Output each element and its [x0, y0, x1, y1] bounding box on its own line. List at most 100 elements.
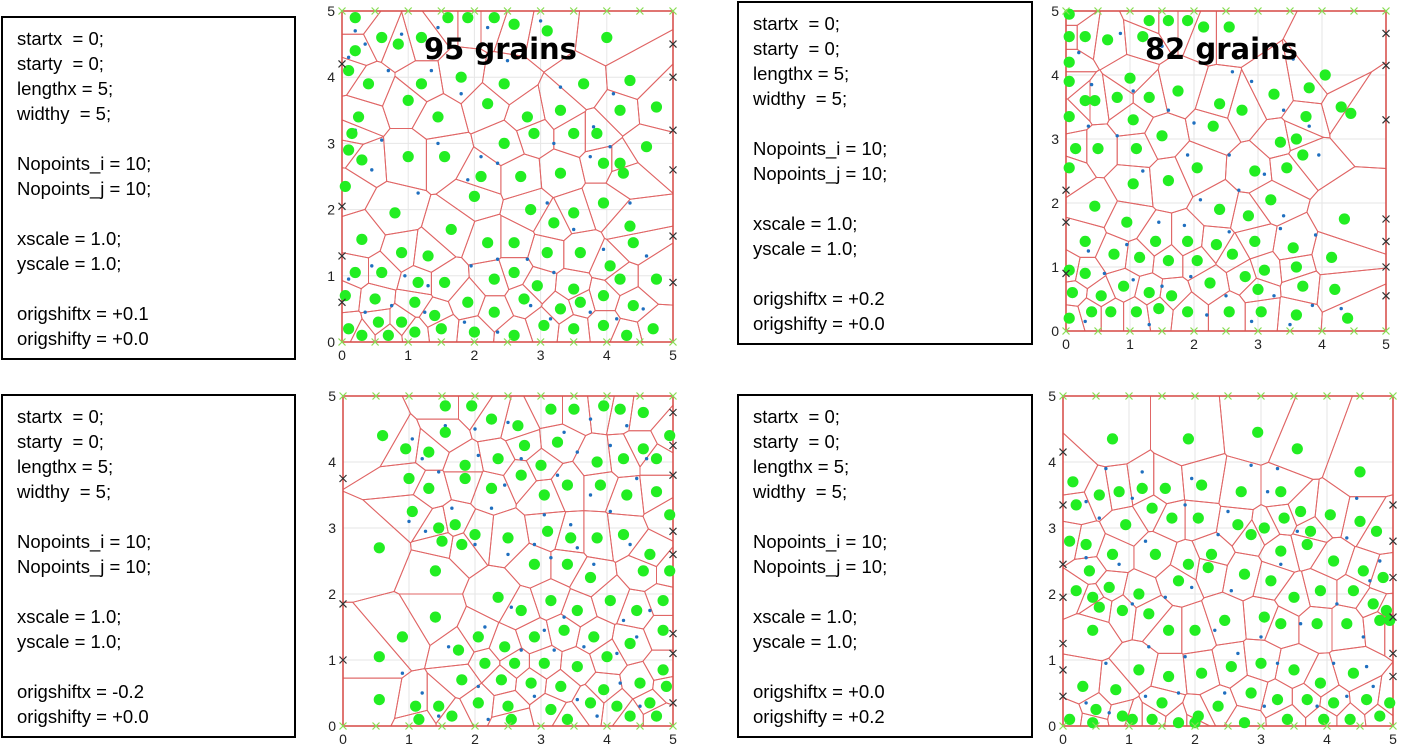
boundary-marker — [1257, 392, 1265, 400]
grain-point — [588, 631, 600, 643]
seed-point — [549, 556, 553, 560]
boundary-marker — [471, 722, 479, 730]
grain-point — [521, 111, 533, 123]
param-line: Nopoints_i = 10; — [753, 531, 888, 552]
grain-cell — [578, 145, 613, 184]
param-line: lengthx = 5; — [753, 456, 850, 477]
grain-point — [1210, 239, 1222, 251]
grain-point — [1319, 69, 1331, 81]
x-tick-label: 5 — [1382, 336, 1390, 352]
grain-point — [568, 127, 580, 140]
grain-cell — [1153, 452, 1186, 505]
boundary-marker — [1059, 392, 1067, 400]
x-tick-label: 4 — [1318, 336, 1326, 352]
grain-point — [442, 12, 454, 24]
grain-point — [561, 558, 574, 570]
seed-point — [1291, 57, 1295, 61]
grain-point — [597, 197, 610, 209]
seed-point — [1115, 134, 1119, 138]
grain-point — [1090, 703, 1102, 716]
grain-point — [412, 276, 424, 289]
seed-point — [1226, 509, 1230, 514]
seed-point — [416, 191, 420, 195]
grain-point — [392, 38, 404, 50]
y-tick-label: 3 — [1048, 520, 1056, 536]
grain-point — [1153, 303, 1165, 315]
grain-point — [1214, 203, 1226, 215]
boundary-marker — [1062, 7, 1070, 15]
boundary-marker — [1158, 392, 1166, 400]
boundary-marker — [1092, 722, 1100, 730]
grain-point — [650, 101, 663, 113]
boundary-marker — [570, 722, 578, 730]
param-line: Nopoints_i = 10; — [17, 531, 152, 552]
grain-point — [1290, 309, 1302, 321]
x-tick-label: 2 — [471, 731, 479, 747]
seed-point — [1227, 153, 1231, 157]
grain-point — [1242, 210, 1254, 222]
grain-point — [657, 624, 669, 636]
boundary-marker — [437, 7, 446, 15]
grain-point — [1304, 525, 1317, 537]
boundary-marker — [669, 73, 677, 82]
grain-point — [439, 400, 451, 412]
grain-point — [598, 400, 610, 412]
grain-point — [1380, 604, 1392, 617]
boundary-marker — [1382, 215, 1390, 223]
grain-point — [1172, 717, 1185, 729]
seed-point — [1130, 602, 1135, 606]
seed-point — [548, 317, 553, 321]
seed-point — [1140, 470, 1144, 474]
boundary-marker — [602, 338, 611, 346]
boundary-marker — [371, 7, 380, 15]
grain-point — [373, 542, 385, 554]
boundary-marker — [1382, 291, 1390, 300]
grain-point — [1116, 710, 1128, 722]
seed-point — [483, 625, 487, 629]
seed-point — [1229, 589, 1234, 593]
grain-point — [402, 94, 414, 106]
y-tick-label: 0 — [327, 334, 335, 350]
param-line: Nopoints_j = 10; — [17, 178, 152, 199]
grain-point — [1357, 565, 1369, 577]
grain-point — [1103, 581, 1115, 594]
boundary-marker — [1382, 115, 1390, 124]
grain-point — [525, 204, 537, 216]
grain-point — [617, 529, 630, 541]
seed-point — [506, 552, 510, 557]
x-tick-label: 3 — [1254, 336, 1262, 352]
param-line: lengthx = 5; — [753, 63, 850, 84]
boundary-marker — [338, 7, 346, 15]
grain-cell — [1287, 478, 1320, 527]
param-line: xscale = 1.0; — [17, 606, 122, 627]
seed-point — [1275, 466, 1280, 471]
param-line: starty = 0; — [753, 431, 840, 452]
grain-point — [452, 644, 465, 656]
x-tick-label: 1 — [1126, 336, 1134, 352]
seed-point — [437, 714, 441, 718]
grain-cell — [1062, 431, 1099, 496]
seed-point — [1198, 47, 1203, 52]
boundary-marker — [1382, 237, 1390, 246]
grain-point — [571, 661, 583, 673]
grain-point — [479, 657, 491, 669]
x-tick-label: 5 — [669, 731, 677, 747]
grain-point — [604, 260, 616, 272]
seed-point — [1084, 701, 1088, 705]
grain-cell — [1314, 476, 1351, 539]
grain-point — [433, 522, 445, 534]
seed-point — [407, 519, 411, 524]
grain-point — [1275, 545, 1287, 557]
grain-point — [456, 538, 468, 551]
boundary-marker — [470, 338, 479, 346]
grain-point — [631, 604, 643, 617]
grain-point — [1093, 601, 1105, 613]
grain-point — [1095, 290, 1107, 302]
seed-point — [380, 138, 384, 142]
x-tick-label: 4 — [603, 347, 611, 363]
grain-point — [1156, 697, 1168, 709]
y-tick-label: 4 — [1051, 67, 1059, 83]
grain-point — [1063, 162, 1075, 174]
grain-point — [650, 273, 663, 285]
grain-point — [1226, 248, 1238, 260]
